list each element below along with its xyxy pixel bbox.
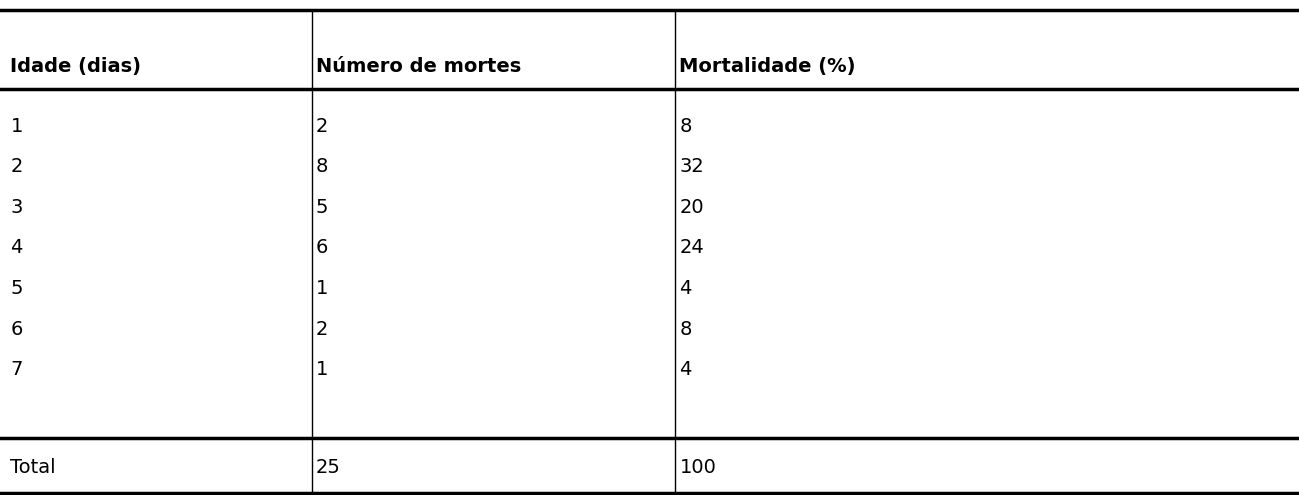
Text: 25: 25 — [316, 458, 340, 477]
Text: 7: 7 — [10, 360, 23, 379]
Text: 4: 4 — [679, 279, 692, 298]
Text: 5: 5 — [316, 198, 329, 217]
Text: 8: 8 — [679, 320, 692, 339]
Text: 4: 4 — [679, 360, 692, 379]
Text: 6: 6 — [10, 320, 23, 339]
Text: Número de mortes: Número de mortes — [316, 57, 521, 76]
Text: Total: Total — [10, 458, 56, 477]
Text: 24: 24 — [679, 239, 704, 257]
Text: 5: 5 — [10, 279, 23, 298]
Text: 1: 1 — [316, 360, 329, 379]
Text: 3: 3 — [10, 198, 23, 217]
Text: 2: 2 — [316, 320, 329, 339]
Text: 6: 6 — [316, 239, 329, 257]
Text: 8: 8 — [316, 157, 329, 176]
Text: 100: 100 — [679, 458, 716, 477]
Text: 8: 8 — [679, 117, 692, 136]
Text: 20: 20 — [679, 198, 704, 217]
Text: 1: 1 — [10, 117, 23, 136]
Text: 1: 1 — [316, 279, 329, 298]
Text: Idade (dias): Idade (dias) — [10, 57, 142, 76]
Text: 32: 32 — [679, 157, 704, 176]
Text: Mortalidade (%): Mortalidade (%) — [679, 57, 856, 76]
Text: 4: 4 — [10, 239, 23, 257]
Text: 2: 2 — [316, 117, 329, 136]
Text: 2: 2 — [10, 157, 23, 176]
